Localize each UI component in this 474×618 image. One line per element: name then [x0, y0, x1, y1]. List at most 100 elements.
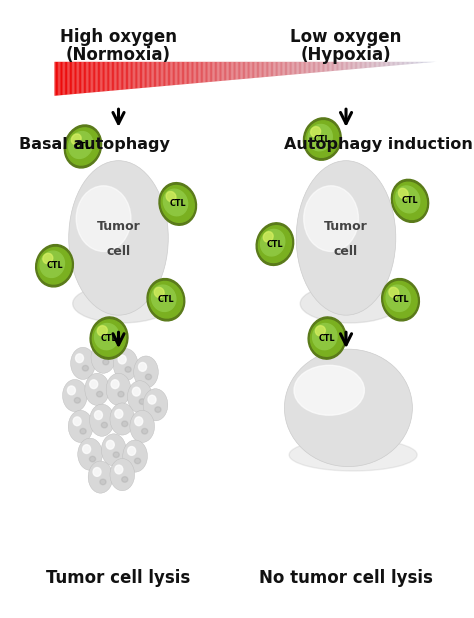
Polygon shape [357, 62, 358, 69]
Polygon shape [255, 62, 257, 78]
Text: Low oxygen: Low oxygen [291, 28, 401, 46]
Text: cell: cell [334, 245, 358, 258]
Polygon shape [369, 62, 370, 68]
Ellipse shape [100, 479, 106, 485]
Circle shape [106, 373, 131, 405]
Ellipse shape [101, 422, 108, 428]
Polygon shape [155, 62, 156, 87]
Ellipse shape [396, 186, 420, 213]
Ellipse shape [312, 323, 337, 350]
Polygon shape [241, 62, 243, 79]
Polygon shape [315, 62, 317, 72]
Polygon shape [95, 62, 97, 92]
Polygon shape [237, 62, 239, 80]
Ellipse shape [97, 391, 103, 397]
Polygon shape [398, 62, 399, 65]
Polygon shape [421, 62, 422, 63]
Ellipse shape [384, 281, 417, 318]
Circle shape [134, 356, 158, 388]
Polygon shape [151, 62, 153, 87]
Polygon shape [393, 62, 394, 66]
Polygon shape [416, 62, 417, 64]
Polygon shape [166, 62, 168, 86]
Ellipse shape [152, 285, 176, 311]
Polygon shape [250, 62, 252, 78]
Polygon shape [305, 62, 306, 74]
Polygon shape [56, 62, 57, 96]
Polygon shape [75, 62, 76, 94]
Polygon shape [354, 62, 355, 69]
Polygon shape [92, 62, 94, 92]
Polygon shape [370, 62, 371, 68]
Polygon shape [58, 62, 60, 95]
Ellipse shape [139, 399, 146, 404]
Polygon shape [169, 62, 170, 86]
Polygon shape [336, 62, 337, 70]
Circle shape [63, 379, 87, 412]
Circle shape [123, 440, 147, 472]
Polygon shape [423, 62, 425, 63]
Polygon shape [212, 62, 213, 82]
Ellipse shape [399, 188, 408, 199]
Polygon shape [267, 62, 268, 77]
Polygon shape [390, 62, 392, 66]
Polygon shape [406, 62, 407, 64]
Polygon shape [94, 62, 95, 92]
Ellipse shape [148, 396, 156, 404]
Polygon shape [404, 62, 406, 65]
Polygon shape [149, 62, 150, 87]
Polygon shape [309, 62, 310, 73]
Polygon shape [161, 62, 163, 87]
Polygon shape [384, 62, 385, 67]
Polygon shape [364, 62, 365, 68]
Circle shape [110, 459, 135, 491]
Ellipse shape [296, 161, 396, 315]
Polygon shape [378, 62, 379, 67]
Polygon shape [262, 62, 263, 77]
Polygon shape [235, 62, 237, 80]
Polygon shape [146, 62, 147, 88]
Polygon shape [189, 62, 191, 84]
Ellipse shape [113, 452, 119, 457]
Ellipse shape [310, 127, 320, 137]
Polygon shape [422, 62, 423, 63]
Text: CTL: CTL [46, 261, 63, 270]
Polygon shape [107, 62, 108, 91]
Polygon shape [258, 62, 259, 78]
Ellipse shape [90, 317, 128, 359]
Circle shape [130, 410, 155, 442]
Ellipse shape [284, 349, 412, 467]
Polygon shape [371, 62, 373, 67]
Polygon shape [365, 62, 366, 68]
Polygon shape [385, 62, 386, 66]
Ellipse shape [308, 317, 346, 359]
Polygon shape [356, 62, 357, 69]
Polygon shape [225, 62, 226, 80]
Ellipse shape [303, 118, 341, 160]
Polygon shape [338, 62, 339, 70]
Polygon shape [187, 62, 188, 84]
Ellipse shape [138, 363, 146, 371]
Polygon shape [192, 62, 193, 83]
Ellipse shape [263, 232, 273, 242]
Ellipse shape [256, 223, 294, 265]
Polygon shape [88, 62, 89, 93]
Polygon shape [67, 62, 69, 95]
Polygon shape [333, 62, 334, 71]
Circle shape [68, 410, 93, 442]
Polygon shape [64, 62, 66, 95]
Polygon shape [66, 62, 67, 95]
Text: cell: cell [107, 245, 130, 258]
Circle shape [110, 403, 135, 435]
Ellipse shape [96, 348, 104, 357]
Polygon shape [126, 62, 127, 90]
Polygon shape [271, 62, 272, 77]
Ellipse shape [67, 386, 75, 395]
Polygon shape [243, 62, 244, 79]
Text: CTL: CTL [100, 334, 118, 342]
Polygon shape [318, 62, 319, 72]
Polygon shape [122, 62, 123, 90]
Ellipse shape [73, 417, 81, 426]
Polygon shape [417, 62, 418, 64]
Polygon shape [264, 62, 265, 77]
